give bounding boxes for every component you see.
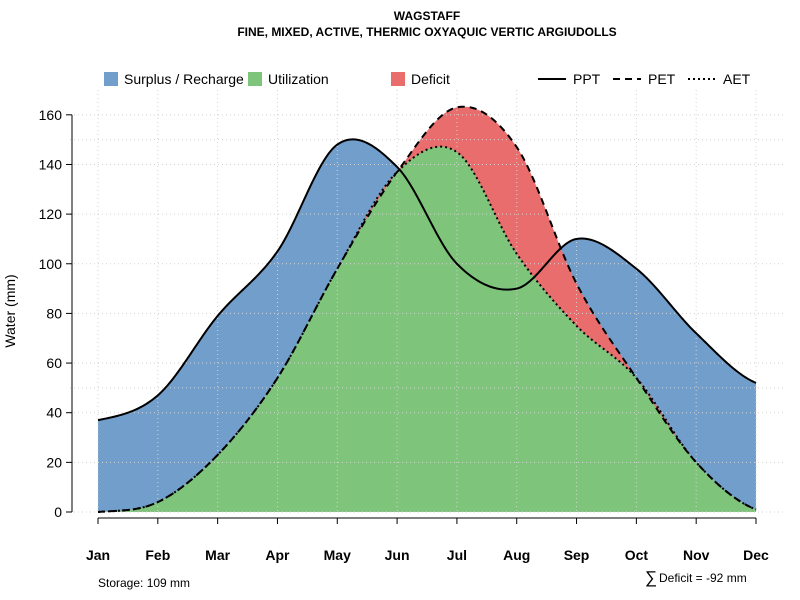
area-layer xyxy=(98,106,756,512)
legend-deficit-swatch xyxy=(391,72,405,86)
utilization-area xyxy=(98,146,756,512)
y-tick-label: 60 xyxy=(46,355,62,371)
x-tick-label: Apr xyxy=(265,547,290,563)
y-tick-label: 0 xyxy=(54,504,62,520)
deficit-sum-symbol: ∑ xyxy=(645,568,657,587)
legend-deficit-label: Deficit xyxy=(411,71,450,87)
legend-surplus-label: Surplus / Recharge xyxy=(124,71,244,87)
storage-note: Storage: 109 mm xyxy=(98,576,190,590)
x-tick-label: Jul xyxy=(447,547,467,563)
x-tick-label: Feb xyxy=(145,547,170,563)
y-tick-label: 100 xyxy=(39,256,63,272)
y-tick-label: 40 xyxy=(46,405,62,421)
legend-pet-label: PET xyxy=(648,71,676,87)
y-tick-label: 120 xyxy=(39,206,63,222)
x-tick-label: Oct xyxy=(625,547,649,563)
legend-utilization-label: Utilization xyxy=(268,71,329,87)
legend: Surplus / Recharge Utilization Deficit P… xyxy=(104,71,751,87)
y-axis-label: Water (mm) xyxy=(2,274,18,347)
deficit-note: Deficit = -92 mm xyxy=(659,571,747,585)
x-tick-label: Jan xyxy=(86,547,110,563)
series-layer xyxy=(97,105,757,513)
legend-utilization-swatch xyxy=(248,72,262,86)
legend-aet-label: AET xyxy=(723,71,751,87)
pet-line xyxy=(97,105,757,513)
legend-ppt-label: PPT xyxy=(573,71,601,87)
x-tick-label: Sep xyxy=(564,547,590,563)
y-tick-label: 140 xyxy=(39,156,63,172)
aet-line xyxy=(97,145,757,513)
y-tick-label: 80 xyxy=(46,305,62,321)
y-tick-label: 160 xyxy=(39,107,63,123)
x-tick-label: Jun xyxy=(385,547,410,563)
axes-layer: 0 20 40 60 80 100 120 140 160 Jan Feb Mar Apr May Jun J… xyxy=(39,107,769,563)
y-tick-label: 20 xyxy=(46,454,62,470)
x-tick-label: Dec xyxy=(743,547,769,563)
legend-surplus-swatch xyxy=(104,72,118,86)
ppt-line xyxy=(97,138,757,422)
x-tick-label: May xyxy=(324,547,351,563)
x-tick-label: Aug xyxy=(503,547,530,563)
chart-subtitle: FINE, MIXED, ACTIVE, THERMIC OXYAQUIC VE… xyxy=(237,25,616,39)
x-tick-label: Mar xyxy=(205,547,230,563)
chart-title: WAGSTAFF xyxy=(394,9,460,23)
x-tick-label: Nov xyxy=(683,547,710,563)
